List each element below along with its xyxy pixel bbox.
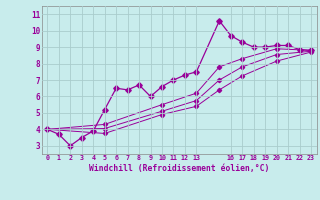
X-axis label: Windchill (Refroidissement éolien,°C): Windchill (Refroidissement éolien,°C) (89, 164, 269, 173)
